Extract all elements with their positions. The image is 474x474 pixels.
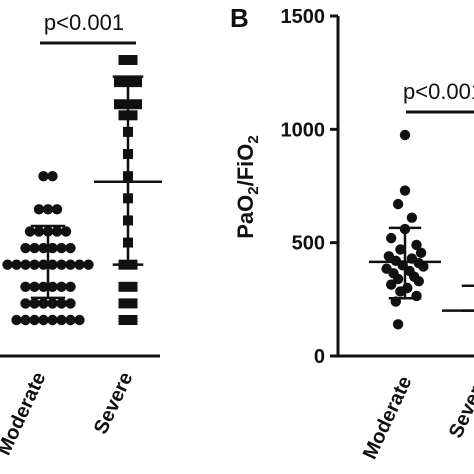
panel-b-error-bars xyxy=(369,226,474,312)
panel-a-moderate-point xyxy=(60,226,72,237)
panel-a-moderate-point xyxy=(38,170,49,182)
panel-a-moderate-point xyxy=(47,170,58,182)
panel-a-severe-point xyxy=(127,281,138,292)
panel-a-moderate-point xyxy=(47,281,58,293)
panel-a-severe-point xyxy=(127,110,138,121)
panel-b-moderate-point xyxy=(392,319,404,330)
panel-b-y-axis-label: PaO2/FiO2 xyxy=(233,135,262,239)
panel-b-category-labels: Moderate Severe xyxy=(359,373,474,463)
panel-a-moderate-point xyxy=(38,281,49,293)
panel-b-moderate-point xyxy=(411,239,422,251)
panel-a-category-label-moderate: Moderate xyxy=(0,369,51,459)
panel-a-moderate-point xyxy=(11,314,22,326)
panel-a-moderate-point xyxy=(29,298,40,309)
panel-a: p<0.001 Moderate Severe xyxy=(0,10,162,459)
panel-a-category-label-severe: Severe xyxy=(90,369,138,438)
panel-b-moderate-point xyxy=(406,212,418,223)
panel-a-moderate-point xyxy=(74,314,85,326)
panel-a-moderate-point xyxy=(20,314,31,326)
panel-a-moderate-point xyxy=(20,298,31,309)
panel-a-moderate-point xyxy=(56,281,67,293)
panel-a-moderate-point xyxy=(51,204,63,215)
panel-b-p-value: p<0.001 xyxy=(403,79,474,104)
panel-b-moderate-point xyxy=(395,286,406,297)
panel-a-moderate-point xyxy=(2,259,13,270)
panel-a-moderate-point xyxy=(65,242,76,254)
panel-a-moderate-point xyxy=(29,314,40,326)
panel-a-severe-point xyxy=(118,55,129,65)
panel-a-severe-point xyxy=(132,77,142,88)
panel-a-moderate-point xyxy=(51,226,63,237)
panel-a-moderate-point xyxy=(65,281,76,293)
panel-b-y-ticks: 0 500 1000 1500 xyxy=(281,6,338,368)
panel-b-moderate-point xyxy=(399,129,411,141)
panel-a-severe-point xyxy=(114,77,124,88)
panel-a-moderate-point xyxy=(47,242,58,254)
panel-a-moderate-point xyxy=(33,226,45,237)
panel-b-moderate-point xyxy=(392,198,404,210)
panel-b-moderate-point xyxy=(413,276,424,287)
panel-b-moderate-point xyxy=(415,247,427,259)
panel-a-severe-point xyxy=(114,99,124,110)
panel-a-moderate-point xyxy=(47,314,58,326)
panel-b-y-axis-title: PaO2/FiO2 xyxy=(233,135,262,239)
panel-b-y-tick-label-500: 500 xyxy=(292,233,325,255)
panel-a-p-bracket: p<0.001 xyxy=(40,10,136,45)
panel-a-moderate-point xyxy=(83,259,94,270)
panel-b-y-tick-label-0: 0 xyxy=(314,346,325,368)
panel-a-moderate-point xyxy=(47,298,58,309)
panel-a-moderate-point xyxy=(29,281,40,293)
panel-b-p-bracket: p<0.001 xyxy=(403,79,474,114)
panel-b-y-tick-label-1500: 1500 xyxy=(281,6,326,28)
panel-a-moderate-point xyxy=(56,242,67,254)
panel-a-severe-point xyxy=(118,315,129,325)
panel-a-moderate-point xyxy=(29,242,40,254)
panel-a-moderate-point xyxy=(24,226,36,237)
panel-a-moderate-point xyxy=(56,314,67,326)
panel-a-severe-point xyxy=(118,281,129,292)
panel-a-severe-point xyxy=(127,55,138,65)
panel-a-severe-point xyxy=(132,99,142,110)
panel-a-category-labels: Moderate Severe xyxy=(0,369,138,459)
panel-a-points xyxy=(2,55,142,326)
panel-b-category-label-severe: Severe xyxy=(445,373,474,442)
panel-b-moderate-point xyxy=(418,261,429,272)
panel-b-moderate-point xyxy=(395,244,406,255)
panel-a-severe-point xyxy=(127,298,138,309)
panel-a-moderate-point xyxy=(56,298,67,309)
panel-a-error-bars xyxy=(10,75,162,300)
panel-a-moderate-point xyxy=(33,204,45,215)
panel-a-moderate-point xyxy=(38,298,49,309)
panel-a-moderate-point xyxy=(20,281,31,293)
panel-b-moderate-point xyxy=(386,279,397,290)
panel-b: B 0 500 1000 1500 PaO2/FiO2 p<0.001 Moderat… xyxy=(230,3,474,463)
panel-a-moderate-point xyxy=(65,298,76,309)
panel-b-moderate-point xyxy=(386,232,397,244)
panel-a-moderate-point xyxy=(20,242,31,254)
panel-b-moderate-point xyxy=(411,290,422,302)
panel-b-moderate-point xyxy=(399,185,411,196)
panel-a-severe-point xyxy=(127,315,138,325)
panel-b-category-label-moderate: Moderate xyxy=(359,373,417,463)
panel-a-moderate-point xyxy=(42,204,54,215)
panel-b-label: B xyxy=(230,3,249,33)
panel-a-severe-point xyxy=(118,110,129,121)
panel-a-moderate-point xyxy=(65,314,76,326)
panel-b-moderate-point xyxy=(392,273,404,285)
panel-a-severe-point xyxy=(118,298,129,309)
panel-a-moderate-point xyxy=(38,314,49,326)
panel-a-p-value: p<0.001 xyxy=(44,10,124,35)
panel-a-moderate-point xyxy=(38,242,49,254)
panel-b-y-tick-label-1000: 1000 xyxy=(281,119,326,141)
